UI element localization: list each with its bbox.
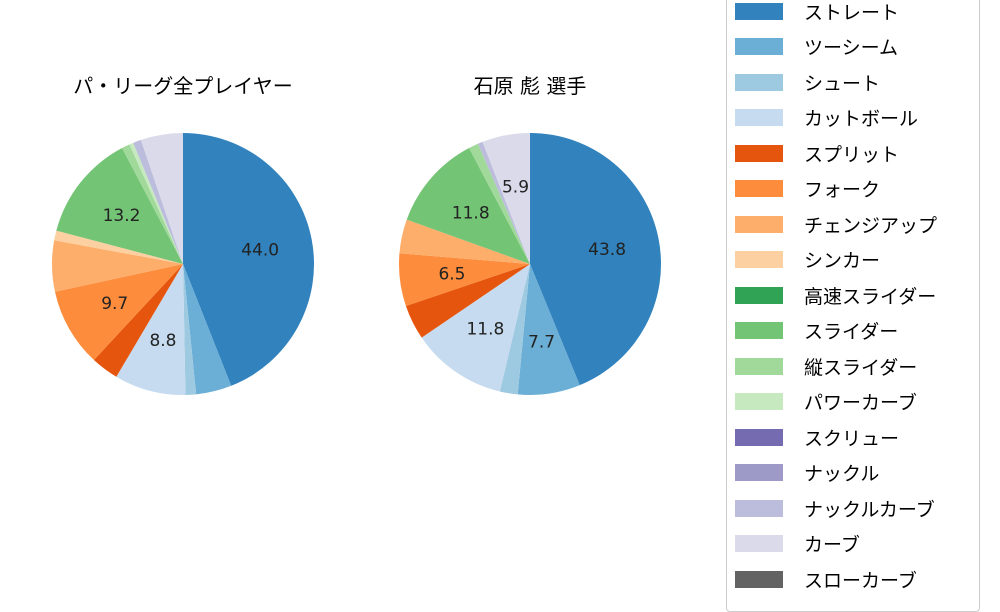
legend: ストレートツーシームシュートカットボール スプリットフォークチェンジアップ シンカー… [726,0,980,612]
pie-slice [517,264,580,395]
legend-label: ナックルカーブ [804,498,935,521]
legend-swatch [735,322,783,339]
pie-slice [477,141,530,264]
legend-label: ツーシーム [804,37,899,59]
pie-slice [469,143,530,264]
pie-slice [399,253,530,307]
legend-label: スプリット [804,143,900,166]
right-pie: 43.8 7.7 11.8 6.5 11.8 5.9 [399,133,661,395]
legend-item: スローカーブ [735,567,917,592]
pie-slice [133,139,183,264]
pie-slice [140,133,183,264]
legend-swatch [735,393,783,410]
slice-label: 44.0 [241,240,279,260]
slice-label: 43.8 [588,240,626,260]
legend-swatch [735,38,783,55]
legend-swatch [735,215,783,233]
right-pie-title: 石原 彪 選手 [473,74,587,98]
legend-item: フォーク [735,177,880,201]
legend-swatch [735,357,783,375]
legend-label: カットボール [804,108,919,130]
legend-swatch [735,570,783,588]
pie-slice [129,142,183,264]
legend-item: カットボール [735,106,918,130]
legend-label: 縦スライダー [804,356,918,379]
legend-item: シュート [735,70,881,95]
legend-label: パワーカーブ [804,392,917,414]
pie-slice [405,264,530,338]
pie-slice [54,230,184,264]
pie-slice [482,133,530,264]
legend-item: カーブ [735,532,860,556]
pie-slice [499,264,530,395]
legend-item: スプリット [735,141,900,166]
legend-item: チェンジアップ [735,212,938,237]
legend-label: スローカーブ [804,569,917,592]
legend-item: スクリュー [735,425,900,450]
pie-slice [183,264,197,395]
left-pie-title: パ・リーグ全プレイヤー [73,74,293,98]
legend-label: ストレート [804,1,900,24]
legend-label: ナックル [804,463,880,485]
pie-slice [52,240,184,292]
legend-label: カーブ [804,534,860,556]
legend-swatch [735,144,783,162]
legend-item: ストレート [735,0,900,24]
slice-label: 6.5 [438,265,465,285]
slice-label: 5.9 [502,178,529,198]
legend-item: 高速スライダー [735,283,937,308]
legend-item: シンカー [735,248,880,272]
pie-slice [530,133,661,386]
legend-item: ツーシーム [735,35,898,59]
legend-label: スクリュー [804,427,900,450]
legend-label: シンカー [804,250,881,272]
pie-slice [93,264,183,377]
legend-item: パワーカーブ [735,390,917,414]
pie-slice [122,144,183,264]
slice-label: 9.7 [101,294,128,314]
slice-label: 7.7 [528,333,555,353]
slice-label: 8.8 [149,331,176,351]
pie-slice [421,264,530,392]
legend-label: フォーク [804,179,881,201]
slice-label: 11.8 [452,203,490,223]
legend-swatch [735,286,783,304]
pie-slice [399,219,530,264]
legend-item: 縦スライダー [735,354,918,379]
legend-item: ナックルカーブ [735,496,935,521]
legend-swatch [735,535,783,552]
pie-slice [56,148,184,264]
pie-slice [54,264,183,361]
legend-label: スライダー [804,321,899,343]
legend-label: チェンジアップ [804,214,938,237]
legend-label: 高速スライダー [804,285,937,308]
left-pie: 44.0 8.8 9.7 13.2 [52,133,314,395]
legend-swatch [735,428,783,446]
legend-swatch [735,180,783,197]
legend-item: ナックル [735,461,879,485]
slice-label: 13.2 [103,206,141,226]
legend-swatch [735,73,783,91]
legend-swatch [735,109,783,126]
slice-label: 11.8 [466,320,504,340]
legend-item: スライダー [735,319,898,343]
pie-slice [116,264,186,395]
legend-swatch [735,464,783,481]
legend-label: シュート [804,72,881,95]
pie-slice [183,133,314,386]
legend-swatch [735,2,783,20]
legend-swatch [735,251,783,268]
pie-slice [406,148,530,264]
legend-swatch [735,499,783,517]
pie-slice [183,264,232,395]
